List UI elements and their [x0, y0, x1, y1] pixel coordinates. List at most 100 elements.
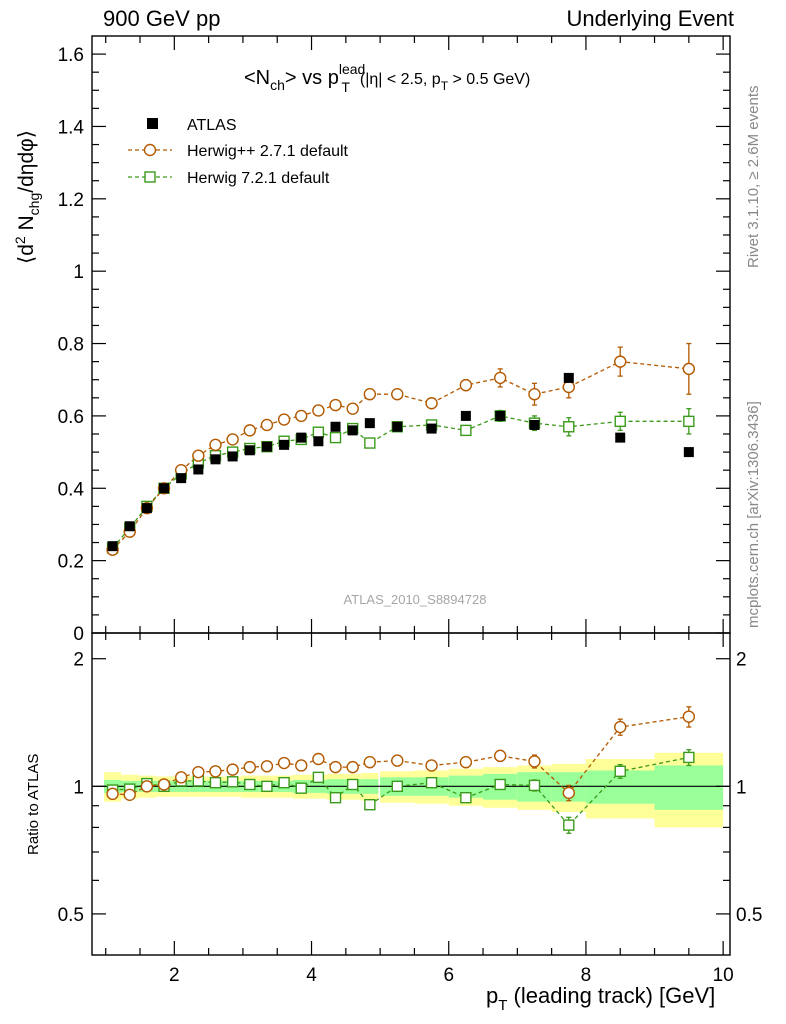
ratio-herwig7-point [209, 776, 222, 789]
herwigpp-point [295, 409, 308, 423]
ratio-plot-frame [91, 632, 731, 956]
atlas-point [426, 423, 437, 434]
herwig7-point [329, 431, 342, 444]
ratio-herwigpp-point [277, 756, 291, 770]
herwigpp-point [562, 380, 575, 394]
ylabel-sub: chg [26, 193, 42, 216]
herwigpp-point [329, 398, 342, 412]
ratio-herwig7-point [494, 778, 506, 791]
herwig7-point [364, 437, 376, 449]
ratio-y-tick-label-right: 2 [736, 650, 747, 671]
legend-label: ATLAS [187, 117, 237, 134]
ylabel-b: N [15, 215, 38, 236]
header-left: 900 GeV pp [103, 6, 221, 31]
ratio-herwig7-point [528, 779, 541, 792]
legend: ATLAS Herwig++ 2.7.1 default Herwig 7.2.1 … [128, 117, 349, 187]
x-axis-label: pT (leading track) [GeV] [486, 983, 715, 1014]
x-tick-label: 8 [581, 965, 592, 986]
title-main-mid: > vs p [285, 67, 339, 89]
ratio-herwig7-point [563, 819, 575, 831]
herwig7-point [563, 421, 575, 433]
atlas-point [392, 421, 403, 432]
title-main-sup: lead [339, 61, 365, 77]
atlas-point [529, 419, 540, 430]
herwig7-point [614, 415, 626, 428]
ratio-herwigpp-point [312, 752, 325, 766]
xlabel-sub: T [498, 997, 507, 1014]
legend-marker-atlas [147, 118, 158, 129]
ratio-herwig7-line [112, 756, 689, 827]
x-tick-label: 10 [713, 965, 734, 986]
herwigpp-point [682, 362, 696, 376]
legend-marker-herwigpp [143, 143, 157, 157]
ratio-herwigpp-point [174, 771, 188, 784]
atlas-point [615, 432, 626, 443]
y-tick-label: 0.6 [58, 407, 84, 428]
herwig7-line [112, 415, 689, 549]
ratio-y-tick-label: 2 [73, 650, 84, 671]
ratio-herwigpp-point [140, 780, 154, 793]
herwigpp-point [459, 378, 473, 392]
atlas-point [107, 541, 118, 552]
xlabel-b: (leading track) [GeV] [507, 983, 715, 1008]
atlas-point [460, 410, 471, 421]
ratio-herwigpp-point [391, 754, 404, 767]
herwigpp-point [391, 388, 404, 401]
legend-label: Herwig 7.2.1 default [187, 170, 330, 187]
ratio-herwig7-point [425, 776, 438, 789]
ratio-herwigpp-point [459, 756, 473, 769]
ratio-herwig7-point [364, 799, 376, 811]
ratio-herwigpp-point [295, 759, 308, 772]
y-tick-label: 0.8 [58, 335, 84, 356]
title-main: <N [244, 67, 270, 89]
ratio-herwig7-point [295, 782, 307, 794]
ratio-y-tick-label: 0.5 [58, 905, 84, 926]
ratio-herwig7-point [312, 771, 325, 784]
herwigpp-point [614, 355, 627, 368]
atlas-point [159, 483, 170, 494]
ratio-herwig7-point [329, 792, 342, 804]
plot-title: <Nch> vs plead T (|η| < 2.5, pT > 0.5 GeV) [244, 61, 530, 95]
atlas-point [330, 421, 341, 432]
y-tick-label: 1.4 [58, 117, 85, 138]
ratio-herwigpp-point [493, 749, 507, 763]
ratio-herwig7-point [460, 792, 472, 804]
y-tick-label: 1.6 [58, 45, 84, 66]
title-main-sub2: T [341, 79, 350, 95]
ratio-herwigpp-point [562, 786, 575, 800]
title-cut-b: > 0.5 GeV) [448, 71, 530, 88]
ylabel-c: /dηdφ⟩ [15, 130, 38, 193]
legend-marker-herwig7 [144, 171, 156, 183]
title-cut-a: (|η| < 2.5, p [360, 71, 441, 88]
y-tick-label: 1.2 [58, 190, 84, 211]
ratio-herwigpp-point [192, 765, 205, 779]
atlas-point [244, 445, 255, 456]
ratio-y-tick-label: 1 [73, 777, 84, 798]
herwigpp-point [277, 413, 291, 426]
herwigpp-point [528, 388, 541, 401]
series-layer [106, 342, 696, 834]
ratio-herwigpp-point [528, 755, 541, 768]
ratio-herwig7-point [346, 778, 359, 791]
atlas-point [683, 447, 694, 458]
atlas-point [193, 464, 204, 475]
ratio-herwigpp-point [363, 756, 377, 769]
ratio-herwig7-point [683, 751, 695, 764]
ratio-herwigpp-point [123, 788, 136, 802]
atlas-point [495, 410, 506, 421]
herwigpp-point [312, 404, 325, 417]
y-tick-label: 1 [73, 262, 84, 283]
ratio-uncertainty-bands [104, 752, 724, 828]
ratio-herwigpp-point [157, 778, 171, 791]
ratio-herwigpp-point [425, 759, 438, 772]
atlas-point [364, 418, 375, 429]
x-tick-label: 6 [443, 965, 454, 986]
herwigpp-point [192, 449, 205, 462]
herwigpp-point [425, 397, 438, 410]
atlas-point [227, 451, 238, 462]
x-tick-label: 2 [169, 965, 180, 986]
y-tick-label: 0.2 [58, 552, 84, 573]
x-tick-label: 4 [306, 965, 317, 986]
ratio-herwigpp-point [329, 760, 342, 774]
